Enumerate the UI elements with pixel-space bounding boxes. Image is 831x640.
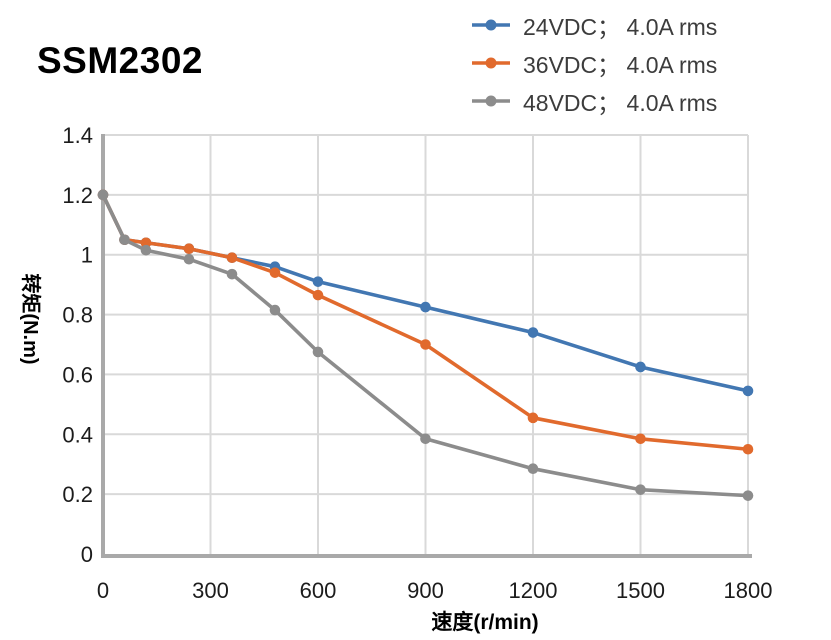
data-point-series-0 <box>312 276 324 287</box>
data-point-series-2 <box>312 346 324 358</box>
data-point-series-2 <box>420 433 431 445</box>
y-tick-label: 1 <box>81 243 93 268</box>
legend-marker-36vdc-icon <box>472 57 510 68</box>
legend-marker-24vdc-icon <box>472 19 510 30</box>
data-point-series-2 <box>140 244 152 256</box>
x-tick-label: 1200 <box>509 578 558 603</box>
legend-label-24vdc: 24VDC； 4.0A rms <box>523 13 718 40</box>
y-tick-label: 0.4 <box>62 422 93 447</box>
data-point-series-1 <box>269 267 281 278</box>
y-tick-label: 0.8 <box>62 303 93 328</box>
data-point-series-0 <box>742 385 754 397</box>
y-tick-label: 0.2 <box>62 482 93 507</box>
x-tick-label: 0 <box>97 578 109 603</box>
data-point-series-0 <box>527 327 539 338</box>
data-point-series-1 <box>742 443 754 455</box>
data-point-series-1 <box>527 412 539 424</box>
x-axis-title: 速度(r/min) <box>431 611 539 634</box>
data-point-series-2 <box>269 304 281 316</box>
x-tick-label: 1500 <box>616 578 665 603</box>
y-axis-title: 转矩(N.m) <box>19 273 41 365</box>
legend-label-48vdc: 48VDC； 4.0A rms <box>523 89 718 116</box>
data-point-series-1 <box>312 289 324 301</box>
legend-item-24vdc: 24VDC； 4.0A rms <box>471 12 717 40</box>
data-point-series-2 <box>226 268 238 280</box>
data-point-series-2 <box>527 463 539 475</box>
legend-label-36vdc: 36VDC； 4.0A rms <box>523 51 718 78</box>
legend-item-36vdc: 36VDC； 4.0A rms <box>471 50 717 78</box>
data-point-series-1 <box>140 237 152 249</box>
legend-marker-48vdc-icon <box>472 95 510 106</box>
data-point-series-1 <box>183 243 195 255</box>
x-tick-label: 900 <box>407 578 444 603</box>
data-point-series-2 <box>119 234 130 246</box>
x-tick-label: 1800 <box>724 578 773 603</box>
chart-title: SSM2302 <box>37 40 203 81</box>
y-tick-label: 1.4 <box>62 123 93 148</box>
x-tick-label: 300 <box>192 578 229 603</box>
data-point-series-2 <box>97 189 109 201</box>
data-point-series-2 <box>635 484 646 495</box>
y-tick-label: 0 <box>81 542 93 567</box>
data-point-series-0 <box>635 361 646 373</box>
y-tick-label: 0.6 <box>62 362 93 387</box>
legend: 24VDC； 4.0A rms 36VDC； 4.0A rms 48VDC； 4… <box>471 12 717 126</box>
y-tick-label: 1.2 <box>62 183 93 208</box>
data-point-series-0 <box>420 301 431 313</box>
legend-item-48vdc: 48VDC； 4.0A rms <box>471 88 717 116</box>
x-tick-label: 600 <box>300 578 337 603</box>
data-point-series-1 <box>420 339 431 350</box>
data-point-series-2 <box>183 253 195 265</box>
data-point-series-2 <box>742 490 754 501</box>
data-point-series-1 <box>635 433 646 445</box>
data-point-series-1 <box>226 252 238 264</box>
